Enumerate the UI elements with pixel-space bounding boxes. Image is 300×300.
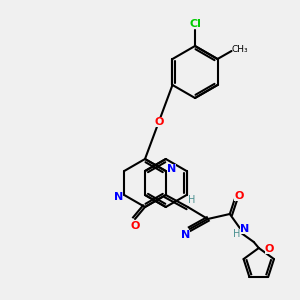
Text: O: O [265,244,274,254]
Text: N: N [240,224,249,234]
Text: O: O [154,117,164,127]
Text: Cl: Cl [189,19,201,29]
Text: N: N [114,192,123,202]
Text: H: H [188,195,195,205]
Text: O: O [234,191,244,201]
Text: N: N [181,230,190,240]
Text: O: O [130,221,140,231]
Text: H: H [233,229,241,239]
Text: CH₃: CH₃ [231,44,248,53]
Text: N: N [167,164,176,174]
